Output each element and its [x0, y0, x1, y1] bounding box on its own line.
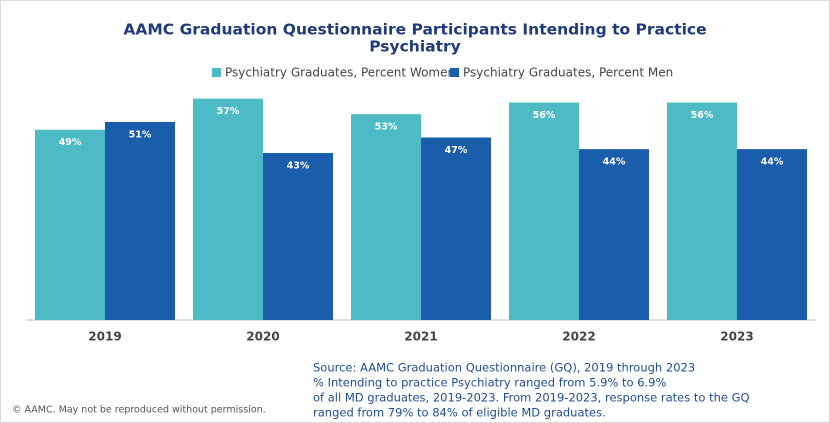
- source-note: % Intending to practice Psychiatry range…: [313, 376, 666, 390]
- legend-label: Psychiatry Graduates, Percent Women: [225, 66, 455, 80]
- source-note: of all MD graduates, 2019-2023. From 201…: [313, 391, 750, 405]
- legend-swatch: [212, 68, 221, 77]
- bar: [667, 102, 737, 321]
- source-note: ranged from 79% to 84% of eligible MD gr…: [313, 406, 606, 420]
- bar: [105, 121, 175, 320]
- legend-swatch: [450, 68, 459, 77]
- legend-label: Psychiatry Graduates, Percent Men: [463, 66, 673, 80]
- value-label: 57%: [217, 106, 240, 117]
- value-label: 56%: [691, 110, 714, 121]
- bar: [193, 98, 263, 321]
- value-label: 53%: [375, 122, 398, 133]
- bar: [509, 102, 579, 321]
- bar: [263, 153, 333, 320]
- chart-title: AAMC Graduation Questionnaire Participan…: [123, 21, 706, 39]
- value-label: 44%: [603, 157, 626, 168]
- x-tick-label: 2020: [246, 330, 279, 344]
- value-label: 56%: [533, 110, 556, 121]
- x-tick-label: 2019: [88, 330, 121, 344]
- chart-title: Psychiatry: [369, 38, 461, 56]
- source-note: Source: AAMC Graduation Questionnaire (G…: [313, 361, 695, 375]
- x-tick-label: 2021: [404, 330, 437, 344]
- value-label: 47%: [445, 145, 468, 156]
- copyright: © AAMC. May not be reproduced without pe…: [12, 405, 266, 416]
- x-tick-label: 2023: [720, 330, 753, 344]
- bar: [421, 137, 491, 320]
- value-label: 51%: [129, 129, 152, 140]
- bar: [35, 129, 105, 320]
- bar: [737, 149, 807, 320]
- value-label: 49%: [59, 137, 82, 148]
- bar: [579, 149, 649, 320]
- value-label: 43%: [287, 161, 310, 172]
- value-label: 44%: [761, 157, 784, 168]
- x-tick-label: 2022: [562, 330, 595, 344]
- bar: [351, 114, 421, 320]
